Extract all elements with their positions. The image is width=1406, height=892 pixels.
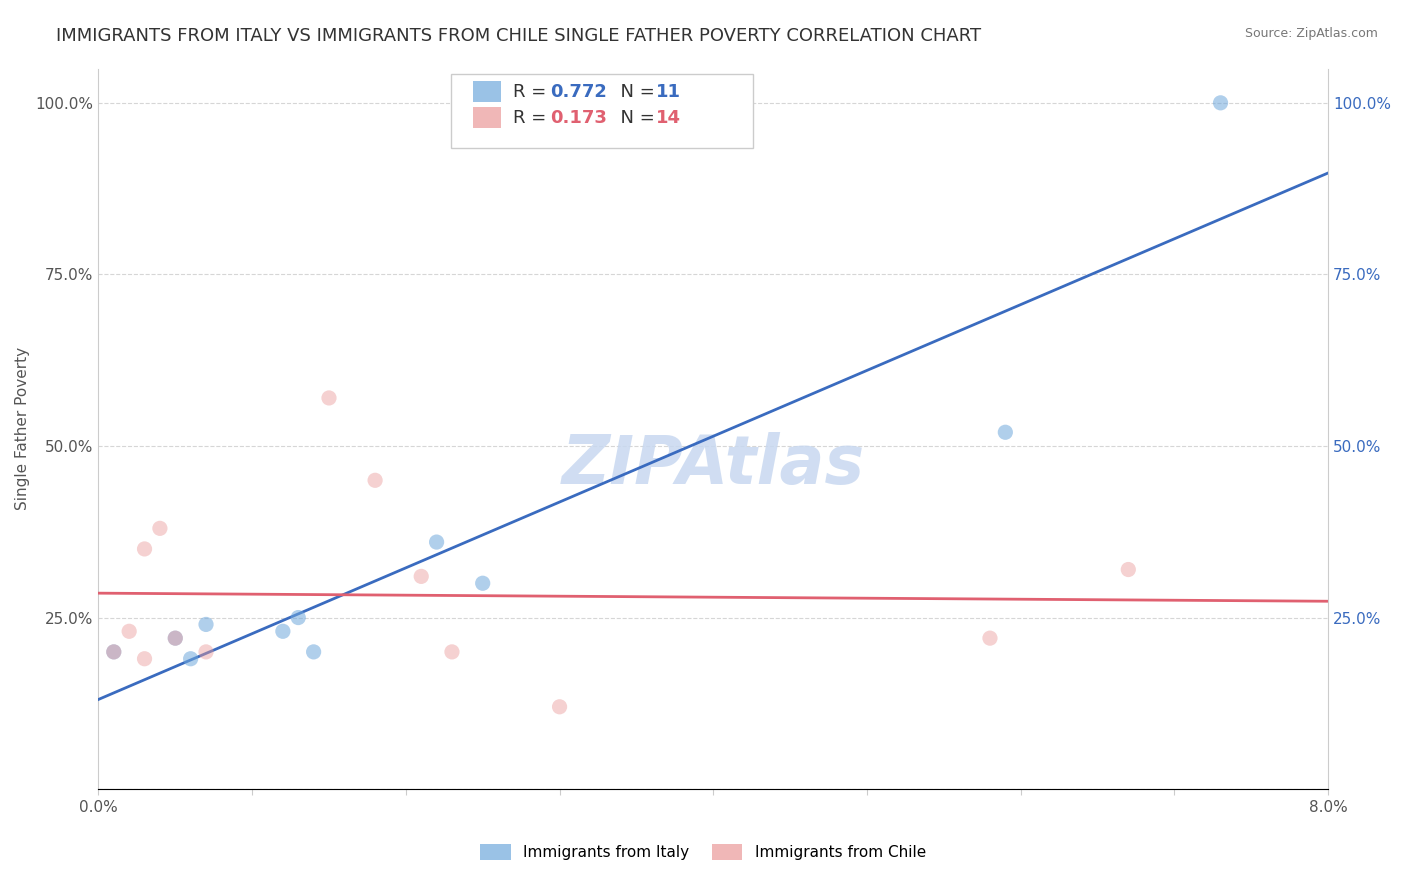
- FancyBboxPatch shape: [474, 107, 501, 128]
- Point: [440, 645, 463, 659]
- FancyBboxPatch shape: [474, 81, 501, 103]
- Point: [302, 645, 325, 659]
- Point: [364, 473, 387, 487]
- Text: 0.173: 0.173: [550, 109, 606, 127]
- Point: [271, 624, 294, 639]
- Point: [165, 631, 187, 645]
- Point: [103, 645, 125, 659]
- Point: [471, 576, 494, 591]
- Point: [548, 699, 571, 714]
- Point: [103, 645, 125, 659]
- Point: [165, 631, 187, 645]
- Point: [287, 610, 309, 624]
- Text: IMMIGRANTS FROM ITALY VS IMMIGRANTS FROM CHILE SINGLE FATHER POVERTY CORRELATION: IMMIGRANTS FROM ITALY VS IMMIGRANTS FROM…: [56, 27, 981, 45]
- Point: [134, 541, 156, 556]
- Legend: Immigrants from Italy, Immigrants from Chile: Immigrants from Italy, Immigrants from C…: [474, 838, 932, 866]
- Point: [426, 535, 449, 549]
- Point: [118, 624, 141, 639]
- Text: R =: R =: [513, 109, 551, 127]
- Point: [411, 569, 433, 583]
- Point: [134, 652, 156, 666]
- Y-axis label: Single Father Poverty: Single Father Poverty: [15, 347, 30, 510]
- Text: 14: 14: [655, 109, 681, 127]
- Point: [1116, 562, 1139, 576]
- Text: N =: N =: [609, 109, 661, 127]
- Point: [994, 425, 1017, 440]
- Text: R =: R =: [513, 83, 551, 101]
- FancyBboxPatch shape: [451, 74, 752, 148]
- Text: ZIPAtlas: ZIPAtlas: [562, 432, 865, 498]
- Point: [149, 521, 172, 535]
- Point: [1209, 95, 1232, 110]
- Point: [180, 652, 202, 666]
- Point: [195, 645, 218, 659]
- Point: [195, 617, 218, 632]
- Text: 0.772: 0.772: [550, 83, 606, 101]
- Text: N =: N =: [609, 83, 661, 101]
- Text: 11: 11: [655, 83, 681, 101]
- Point: [979, 631, 1001, 645]
- Point: [318, 391, 340, 405]
- Text: Source: ZipAtlas.com: Source: ZipAtlas.com: [1244, 27, 1378, 40]
